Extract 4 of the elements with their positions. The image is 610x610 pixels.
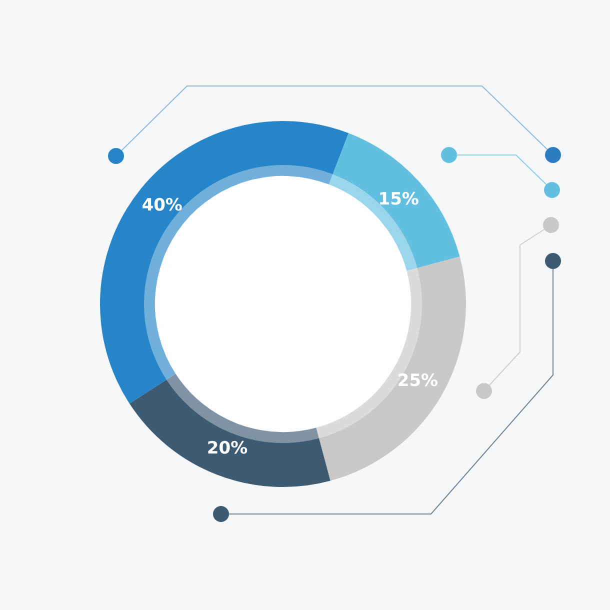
- data-label: 15%: [378, 189, 419, 210]
- data-label: 25%: [397, 371, 438, 392]
- data-label: 40%: [142, 196, 182, 216]
- data-label: 20%: [206, 438, 248, 459]
